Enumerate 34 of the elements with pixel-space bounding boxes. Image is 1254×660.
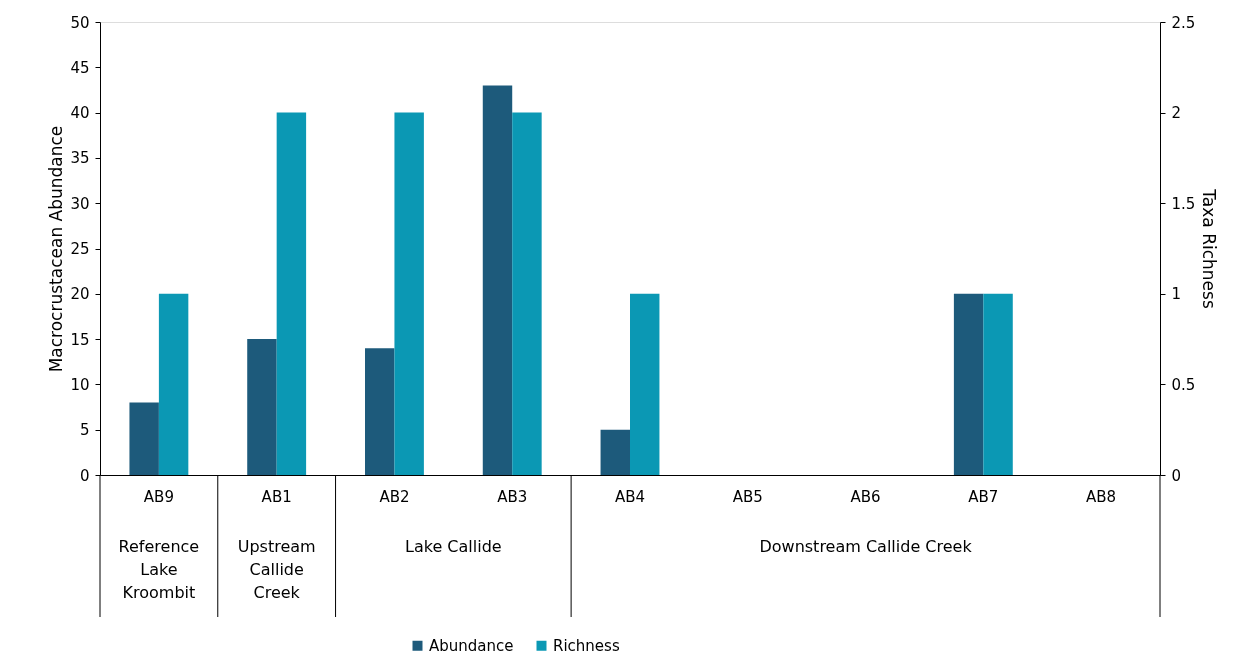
y-tick-label: 50: [70, 13, 90, 32]
y2-tick-label: 0: [1171, 466, 1182, 485]
x-tick-label: AB6: [850, 487, 881, 506]
y2-tick-label: 2: [1171, 104, 1182, 123]
y-tick-label: 10: [70, 375, 90, 394]
x-tick-label: AB3: [497, 487, 528, 506]
legend-label: Richness: [553, 636, 620, 655]
text: Upstream Callide Creek: [237, 537, 316, 602]
x-tick-label: AB7: [968, 487, 999, 506]
x-tick-label: AB2: [379, 487, 410, 506]
y2-tick-label: 2.5: [1171, 13, 1196, 32]
y-tick-label: 5: [79, 421, 90, 440]
text: Reference Lake Kroombit: [118, 537, 200, 602]
y2-tick-label: 1: [1171, 285, 1182, 304]
y-tick-label: 35: [70, 149, 90, 168]
x-tick-label: AB8: [1086, 487, 1117, 506]
legend-label: Abundance: [429, 636, 514, 655]
x-tick-label: AB4: [614, 487, 646, 506]
text: Lake Callide: [405, 537, 502, 556]
x-tick-label: AB9: [143, 487, 174, 506]
y2-tick-label: 1.5: [1171, 194, 1196, 213]
y2-axis-title: Taxa Richness: [1199, 188, 1220, 309]
y-axis-title: Macrocrustacean Abundance: [46, 125, 67, 373]
y-tick-label: 20: [70, 285, 90, 304]
y-tick-label: 25: [70, 240, 90, 258]
y-tick-label: 15: [70, 330, 90, 349]
x-tick-label: AB1: [261, 487, 292, 506]
y2-tick-label: 0.5: [1171, 375, 1196, 394]
x-tick-label: AB5: [732, 487, 763, 506]
y-tick-label: 0: [79, 466, 90, 485]
y-tick-label: 30: [70, 194, 90, 213]
y-tick-label: 45: [70, 58, 90, 77]
text: Downstream Callide Creek: [759, 537, 973, 556]
y-tick-label: 40: [70, 104, 90, 123]
